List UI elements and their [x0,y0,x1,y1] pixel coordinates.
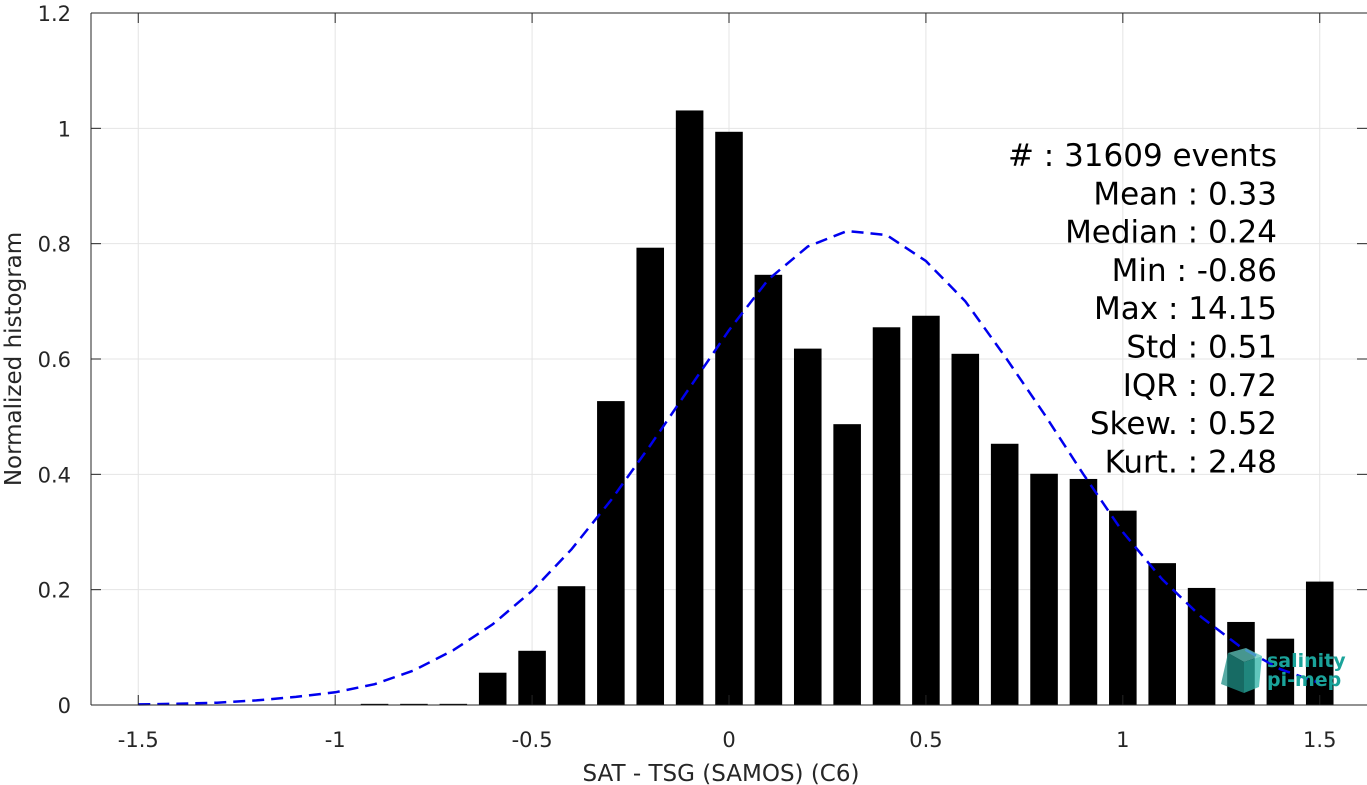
y-tick-label: 0.4 [38,463,71,487]
histogram-bar [715,131,743,705]
stat-line: Min : -0.86 [1112,253,1277,289]
histogram-bar [1109,510,1137,705]
histogram-bar [912,315,940,705]
histogram-bar [1030,473,1058,705]
y-tick-label: 1 [58,117,71,141]
y-axis-label: Normalized histogram [1,232,27,486]
histogram-bar [597,401,625,705]
histogram-bar [754,274,783,705]
gaussian-fit-curve [138,229,1321,706]
x-axis-label: SAT - TSG (SAMOS) (C6) [583,761,860,785]
stat-line: Max : 14.15 [1094,291,1277,327]
histogram-bar [439,703,468,705]
histogram-bar [833,424,861,705]
y-tick-label: 0 [58,694,71,718]
logo-text-salinity: salinity [1267,650,1346,672]
histogram-bar [675,110,704,705]
y-tick-label: 0.8 [38,233,71,257]
stat-line: Skew. : 0.52 [1090,406,1277,442]
stat-line: Kurt. : 2.48 [1105,444,1277,480]
histogram-bar [360,703,389,705]
histogram-bar [1187,587,1216,705]
x-tick-label: 1 [1116,728,1129,752]
histogram-bar [1148,563,1176,705]
logo-text-pimep: pi-mep [1267,669,1341,691]
y-axis-ticks: 0 0.2 0.4 0.6 0.8 1 1.2 [38,2,1367,718]
histogram-bar [557,586,586,705]
x-axis-ticks: -1.5 -1 -0.5 0 0.5 1 1.5 [118,13,1336,752]
histogram-bar [478,672,507,705]
logo-cube-icon [1221,648,1262,693]
histogram-bar [872,327,901,705]
stat-line: Std : 0.51 [1126,330,1277,366]
stat-line: Mean : 0.33 [1093,176,1277,212]
histogram-bar [636,247,665,705]
x-tick-label: 0 [722,728,735,752]
histogram-bar [951,353,980,705]
histogram-bar [400,703,428,705]
salinity-pimep-logo: salinity pi-mep [1221,648,1346,693]
stat-line: # : 31609 events [1008,138,1277,174]
histogram-bar [990,443,1019,705]
y-tick-label: 0.2 [38,579,71,603]
histogram-bar [1069,478,1098,705]
x-tick-label: 1.5 [1303,728,1336,752]
x-tick-label: -1.5 [118,728,159,752]
x-tick-label: 0.5 [909,728,942,752]
stat-line: Median : 0.24 [1065,215,1277,251]
y-tick-label: 0.6 [38,348,71,372]
histogram-bar [1305,581,1334,705]
x-tick-label: -0.5 [512,728,553,752]
x-tick-label: -1 [325,728,346,752]
histogram-bar [793,348,822,705]
y-tick-label: 1.2 [38,2,71,26]
stat-line: IQR : 0.72 [1123,368,1277,404]
